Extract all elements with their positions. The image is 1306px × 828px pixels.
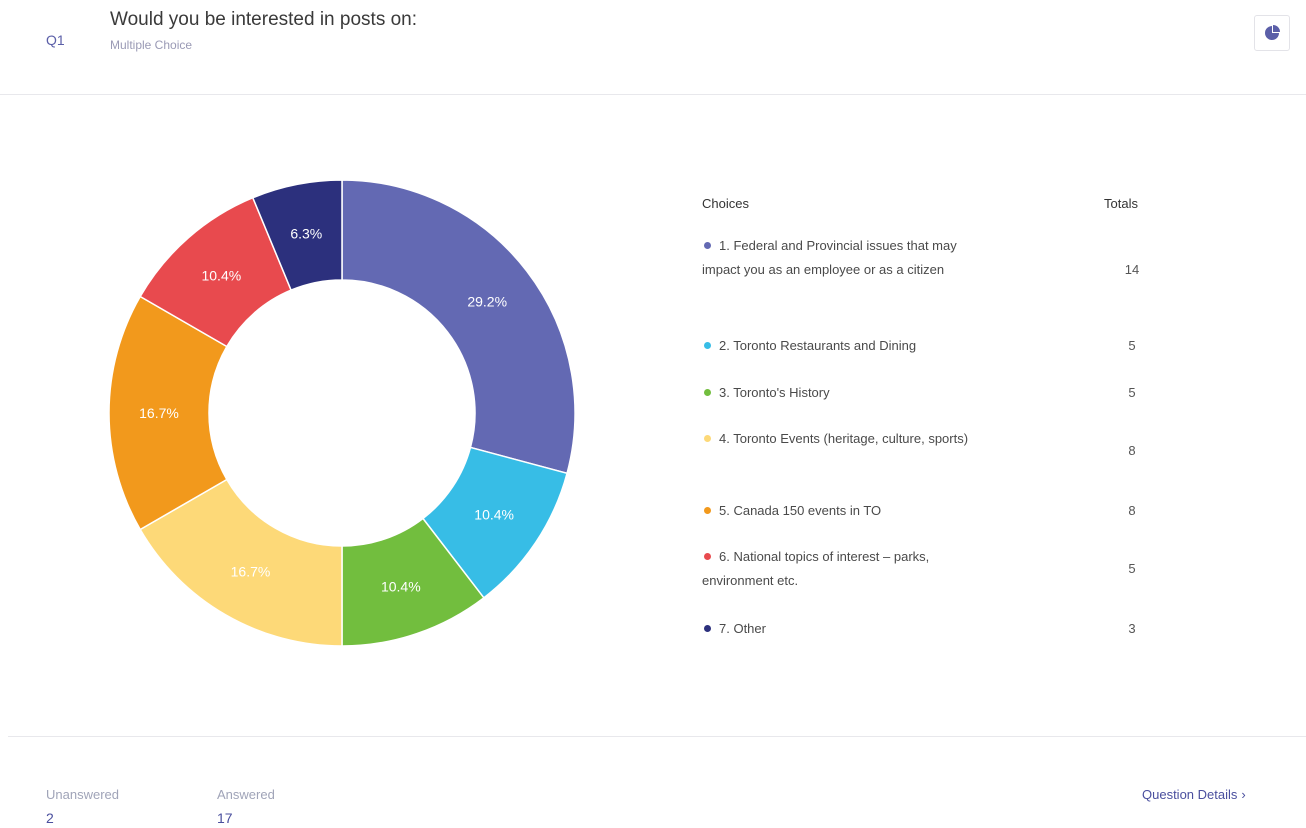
legend-total: 8 bbox=[1128, 503, 1136, 518]
answered-label: Answered bbox=[217, 787, 275, 802]
question-header: Q1 Would you be interested in posts on: … bbox=[0, 0, 1306, 95]
legend-dot-icon bbox=[704, 242, 711, 249]
chart-type-button[interactable] bbox=[1254, 15, 1290, 51]
pie-chart-icon bbox=[1265, 25, 1280, 40]
legend-choice-label: 1. Federal and Provincial issues that ma… bbox=[702, 238, 957, 277]
legend-dot-icon bbox=[704, 389, 711, 396]
legend-row-7: 7. Other 3 bbox=[702, 617, 1162, 641]
legend-dot-icon bbox=[704, 507, 711, 514]
donut-slice-1[interactable] bbox=[341, 179, 576, 475]
legend-total: 5 bbox=[1128, 338, 1136, 353]
legend-header: Choices Totals bbox=[702, 190, 1162, 218]
answered-value: 17 bbox=[217, 810, 233, 826]
legend-row-6: 6. National topics of interest – parks, … bbox=[702, 545, 1162, 593]
legend-choice-label: 2. Toronto Restaurants and Dining bbox=[702, 334, 977, 358]
legend: Choices Totals 1. Federal and Provincial… bbox=[702, 190, 1162, 636]
legend-dot-icon bbox=[704, 342, 711, 349]
question-details-label: Question Details bbox=[1142, 787, 1238, 802]
legend-choice-label: 5. Canada 150 events in TO bbox=[702, 499, 977, 523]
question-title: Would you be interested in posts on: bbox=[110, 9, 418, 30]
donut-chart: 29.2% 10.4% 10.4% 16.7% 16.7% 10.4% 6.3% bbox=[108, 179, 576, 647]
legend-row-4: 4. Toronto Events (heritage, culture, sp… bbox=[702, 427, 1162, 475]
legend-dot-icon bbox=[704, 435, 711, 442]
legend-total: 8 bbox=[1128, 443, 1136, 458]
slice-label-5: 16.7% bbox=[139, 405, 179, 421]
legend-row-3: 3. Toronto's History 5 bbox=[702, 381, 1162, 405]
legend-total: 5 bbox=[1128, 385, 1136, 400]
unanswered-label: Unanswered bbox=[46, 787, 119, 802]
slice-label-4: 16.7% bbox=[231, 563, 271, 579]
question-type: Multiple Choice bbox=[110, 38, 193, 52]
footer-divider bbox=[8, 736, 1306, 737]
chevron-right-icon: › bbox=[1241, 787, 1246, 802]
slice-label-3: 10.4% bbox=[381, 578, 421, 594]
legend-row-5: 5. Canada 150 events in TO 8 bbox=[702, 499, 1162, 523]
legend-row-2: 2. Toronto Restaurants and Dining 5 bbox=[702, 334, 1162, 358]
legend-choice-label: 3. Toronto's History bbox=[702, 381, 977, 405]
legend-total: 5 bbox=[1128, 561, 1136, 576]
legend-dot-icon bbox=[704, 625, 711, 632]
unanswered-value: 2 bbox=[46, 810, 54, 826]
donut-slice-4[interactable] bbox=[139, 478, 343, 647]
choices-header: Choices bbox=[702, 196, 749, 211]
legend-choice-label: 6. National topics of interest – parks, … bbox=[702, 549, 930, 588]
slice-label-6: 10.4% bbox=[201, 267, 241, 283]
donut-slice-7[interactable] bbox=[251, 179, 343, 292]
slice-label-2: 10.4% bbox=[474, 507, 514, 523]
legend-row-1: 1. Federal and Provincial issues that ma… bbox=[702, 234, 1162, 306]
legend-choice-label: 4. Toronto Events (heritage, culture, sp… bbox=[702, 427, 977, 451]
slice-label-1: 29.2% bbox=[467, 294, 507, 310]
question-number: Q1 bbox=[46, 32, 65, 48]
legend-choice-label: 7. Other bbox=[702, 617, 977, 641]
slice-label-7: 6.3% bbox=[290, 226, 322, 242]
legend-total: 14 bbox=[1124, 262, 1140, 277]
donut-slice-5[interactable] bbox=[108, 295, 228, 531]
legend-total: 3 bbox=[1128, 621, 1136, 636]
legend-dot-icon bbox=[704, 553, 711, 560]
totals-header: Totals bbox=[1104, 196, 1138, 211]
question-details-link[interactable]: Question Details › bbox=[1142, 787, 1246, 802]
